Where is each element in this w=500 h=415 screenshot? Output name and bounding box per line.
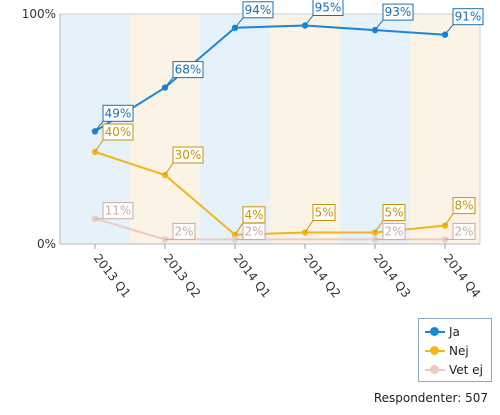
data-label-0-2: 94% (245, 3, 272, 17)
legend-label-ja: Ja (449, 325, 460, 339)
label-box-2-1 (172, 222, 196, 240)
label-box-0-4 (382, 3, 414, 21)
label-leader-0-2 (234, 17, 244, 29)
series-line-0 (94, 24, 446, 133)
label-leader-0-1 (164, 77, 174, 88)
line-chart: 0% 100% 2013 Q1 2013 Q2 2014 Q1 2014 Q2 2014 Q… (22, 0, 484, 300)
x-tick-label-1: 2013 Q2 (161, 251, 204, 300)
data-label-0-5: 91% (455, 10, 482, 24)
label-box-2-5 (452, 222, 476, 240)
label-box-1-3 (312, 204, 336, 221)
label-leader-0-3 (304, 15, 314, 26)
label-box-1-2 (242, 206, 266, 224)
respondents-count: Respondenter: 507 (373, 391, 488, 405)
data-label-0-0: 49% (105, 106, 132, 120)
label-leader-1-1 (164, 162, 174, 176)
background-bands (60, 14, 480, 244)
label-leader-0-4 (374, 19, 384, 31)
y-tick-label-1: 100% (22, 7, 56, 21)
data-label-1-1: 30% (175, 148, 202, 162)
label-box-2-2 (242, 222, 266, 240)
label-leader-1-3 (304, 220, 314, 233)
label-box-0-5 (452, 8, 484, 26)
label-box-1-1 (172, 146, 204, 164)
label-box-1-4 (382, 204, 406, 221)
data-label-1-3: 5% (314, 206, 333, 220)
label-box-1-5 (452, 197, 476, 215)
y-tick-label-0: 0% (37, 237, 56, 251)
label-leader-1-0 (94, 139, 104, 153)
x-tick-label-0: 2013 Q1 (91, 251, 134, 300)
label-box-1-0 (102, 123, 134, 141)
data-label-1-5: 8% (454, 199, 473, 213)
label-box-2-4 (382, 222, 406, 240)
data-label-2-5: 2% (454, 224, 473, 238)
legend-swatch-ja (425, 326, 445, 338)
label-leader-1-5 (444, 213, 454, 226)
legend-swatch-vet-ej (425, 364, 445, 376)
label-box-0-3 (312, 0, 344, 16)
data-label-0-4: 93% (385, 5, 412, 19)
data-label-2-0: 11% (105, 204, 132, 218)
data-label-2-2: 2% (244, 224, 263, 238)
band-2 (200, 14, 270, 244)
legend: Ja Nej Vet ej (418, 318, 492, 382)
label-box-0-1 (172, 61, 204, 79)
data-label-1-0: 40% (105, 125, 132, 139)
band-1 (130, 14, 200, 244)
label-leader-1-4 (374, 220, 384, 233)
legend-swatch-nej (425, 345, 445, 357)
label-box-2-0 (102, 202, 134, 220)
x-tick-label-3: 2014 Q2 (301, 251, 344, 300)
legend-item-nej[interactable]: Nej (425, 343, 469, 359)
x-tick-label-2: 2014 Q1 (231, 251, 274, 300)
data-label-2-4: 2% (384, 224, 403, 238)
label-box-0-0 (102, 104, 134, 122)
x-tick-label-5: 2014 Q4 (441, 251, 484, 300)
label-leader-0-0 (94, 120, 104, 132)
data-label-1-2: 4% (244, 208, 263, 222)
legend-item-ja[interactable]: Ja (425, 324, 460, 340)
legend-item-vet-ej[interactable]: Vet ej (425, 362, 483, 378)
data-label-2-1: 2% (174, 224, 193, 238)
label-leader-1-2 (234, 222, 244, 236)
legend-label-vet-ej: Vet ej (449, 363, 483, 377)
label-box-0-2 (242, 1, 274, 19)
legend-label-nej: Nej (449, 344, 469, 358)
data-labels: 49% 68% 94% 95% 93% 91% 40% 30% 4% 5% 5% 8% 11% 2% 2% 2… (94, 0, 484, 240)
data-label-0-1: 68% (175, 63, 202, 77)
x-tick-label-4: 2014 Q3 (371, 251, 414, 300)
data-label-1-4: 5% (384, 206, 403, 220)
label-leader-0-5 (444, 24, 454, 36)
data-label-0-3: 95% (315, 1, 342, 15)
